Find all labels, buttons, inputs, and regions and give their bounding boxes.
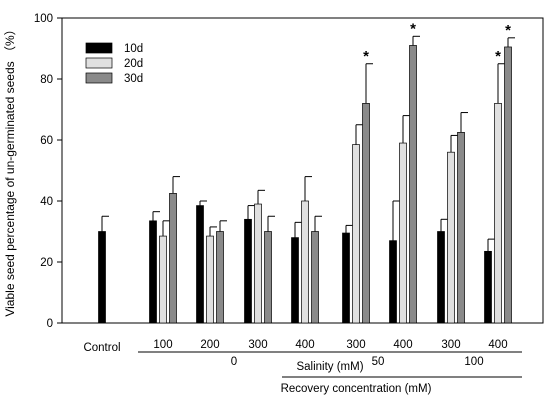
recovery-concentration-label: Recovery concentration (mM)	[281, 383, 432, 395]
significance-star: *	[363, 48, 369, 65]
legend-swatch-10d	[85, 42, 113, 54]
significance-star: *	[505, 22, 511, 39]
salinity-label: Salinity (mM)	[296, 361, 363, 373]
bar-10d	[389, 240, 397, 324]
y-tick-label: 80	[40, 74, 53, 86]
x-group-label: 400	[295, 339, 314, 351]
y-tick-label: 60	[40, 135, 53, 147]
x-group-label: 300	[441, 339, 460, 351]
bar-10d	[244, 218, 252, 324]
bar-10d	[342, 232, 350, 324]
x-level2-label: 0	[231, 356, 237, 368]
bar-30d	[457, 132, 465, 324]
x-level2-label: 50	[372, 356, 385, 368]
bar-10d	[437, 231, 445, 324]
bar-20d	[494, 103, 502, 324]
y-tick-label: 20	[40, 257, 53, 269]
x-group-label: 100	[153, 339, 172, 351]
bar-20d	[301, 200, 309, 324]
legend-label: 30d	[124, 73, 143, 85]
x-level2-label: 100	[464, 356, 483, 368]
bar-10d	[196, 205, 204, 324]
bar-30d	[409, 45, 417, 324]
bar-20d	[206, 235, 214, 324]
x-group-label: 300	[248, 339, 267, 351]
bar-30d	[216, 231, 224, 324]
x-axis: Control 100 200 300 400 300 400 300 400 0 50 100 Sal…	[83, 339, 522, 395]
x-group-label: Control	[83, 342, 120, 354]
x-group-label: 400	[488, 339, 507, 351]
bar-10d	[149, 220, 157, 324]
bar-30d	[169, 193, 177, 324]
bar-10d	[484, 250, 492, 324]
legend-label: 20d	[124, 58, 143, 70]
legend-swatch-20d	[85, 57, 113, 69]
x-group-label: 400	[393, 339, 412, 351]
legend-label: 10d	[124, 43, 143, 55]
bar-20d	[399, 142, 407, 324]
bar-10d	[98, 231, 106, 324]
bars-layer: *** *	[98, 20, 515, 324]
legend-swatch-30d	[85, 72, 113, 84]
bar-30d	[264, 231, 272, 324]
bar-30d	[311, 231, 319, 324]
x-group-label: 200	[200, 339, 219, 351]
y-axis: 0 20 40 60 80 100	[34, 13, 62, 330]
x-group-label: 300	[346, 339, 365, 351]
y-axis-label: Viable seed percentage of un-germinated …	[3, 23, 17, 316]
y-tick-label: 40	[40, 196, 53, 208]
bar-10d	[291, 237, 299, 324]
bar-20d	[159, 235, 167, 324]
y-tick-label: 0	[47, 318, 53, 330]
bar-30d	[504, 46, 512, 324]
significance-star: *	[495, 48, 501, 65]
bar-30d	[362, 103, 370, 324]
significance-star: *	[410, 20, 416, 37]
legend: 10d 20d 30d	[85, 42, 143, 85]
y-tick-label: 100	[34, 13, 53, 25]
bar-20d	[352, 144, 360, 324]
bar-20d	[447, 151, 455, 324]
bar-20d	[254, 203, 262, 324]
